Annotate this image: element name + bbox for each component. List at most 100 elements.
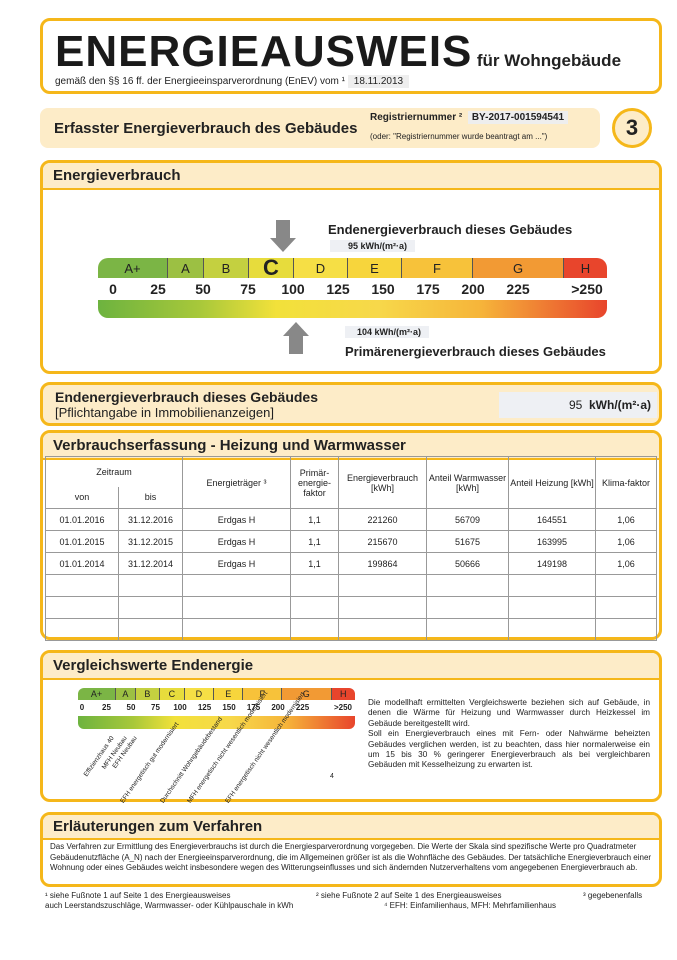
- comparison-scale-tick: 125: [197, 703, 212, 712]
- table-cell: [508, 574, 596, 597]
- table-cell: 215670: [338, 530, 427, 553]
- unit: kWh/(m²·a): [360, 241, 408, 251]
- header-box: ENERGIEAUSWEIS für Wohngebäude gemäß den…: [40, 18, 662, 94]
- table-row: [45, 574, 657, 597]
- table-cell: [290, 618, 339, 641]
- footnote-3: ³ gegebenenfalls: [583, 891, 643, 900]
- energy-class-bar: A+ A B C D E F G H: [98, 258, 607, 278]
- table-cell: 1,1: [290, 552, 339, 575]
- table-cell: 1,06: [595, 508, 657, 531]
- table-cell: 221260: [338, 508, 427, 531]
- table-cell: [426, 618, 509, 641]
- comparison-class-6: F: [243, 688, 283, 700]
- table-cell: [118, 596, 183, 619]
- table-cell: 1,06: [595, 530, 657, 553]
- scale-tick: 200: [461, 281, 485, 297]
- comparison-scale-tick: 75: [151, 703, 160, 712]
- energy-class-5: E: [348, 258, 402, 278]
- consumption-table: Zeitraum Energieträger ³ Primär-energie-…: [45, 456, 657, 641]
- scale-ticks: 0 25 50 75 100 125 150 175 200 225 >250: [0, 281, 677, 299]
- end-energy-box-subtitle: [Pflichtangabe in Immobilienanzeigen]: [55, 405, 274, 420]
- col-climate: Klima-faktor: [595, 456, 657, 509]
- energy-class-1: A: [168, 258, 204, 278]
- scale-tick: 0: [109, 281, 117, 297]
- document-title: ENERGIEAUSWEIS: [55, 27, 473, 76]
- unit: kWh/(m²·a): [374, 327, 422, 337]
- col-from: von: [45, 486, 119, 509]
- energy-class-6: F: [402, 258, 473, 278]
- table-cell: [290, 596, 339, 619]
- table-cell: [45, 574, 119, 597]
- comparison-scale-tick: 50: [126, 703, 136, 712]
- table-row: 01.01.2014 31.12.2014 Erdgas H 1,1 199864 506…: [45, 552, 657, 575]
- scale-tick: 100: [281, 281, 305, 297]
- table-cell: [338, 618, 427, 641]
- end-energy-value: 95: [348, 241, 359, 251]
- explanation-text: Das Verfahren zur Ermittlung des Energie…: [50, 842, 652, 872]
- table-cell: 51675: [426, 530, 509, 553]
- comparison-scale-tick: >250: [333, 703, 353, 712]
- end-energy-box-value: 95: [568, 398, 583, 412]
- table-cell: 1,1: [290, 530, 339, 553]
- comparison-text: Die modellhaft ermittelten Vergleichswer…: [368, 698, 650, 770]
- table-cell: [338, 574, 427, 597]
- section-heading: Energieverbrauch: [43, 163, 659, 190]
- table-cell: [595, 596, 657, 619]
- col-consumption: Energieverbrauch [kWh]: [338, 456, 427, 509]
- energy-class-4: D: [294, 258, 348, 278]
- table-cell: 31.12.2014: [118, 552, 183, 575]
- arrow-head-icon: [270, 238, 296, 252]
- energy-class-2: B: [204, 258, 249, 278]
- document-title-suffix: für Wohngebäude: [476, 51, 622, 70]
- table-cell: [595, 618, 657, 641]
- registration-note: (oder: "Registriernummer wurde beantragt…: [370, 132, 548, 141]
- scale-tick: 75: [240, 281, 256, 297]
- table-cell: Erdgas H: [182, 530, 291, 553]
- comparison-class-bar: A+ A B C D E F G H: [78, 688, 355, 700]
- table-cell: Erdgas H: [182, 508, 291, 531]
- comparison-scale-tick: 175: [246, 703, 261, 712]
- table-row: [45, 596, 657, 619]
- registration-label: Registriernummer ²: [370, 112, 463, 123]
- comparison-scale-tick: 100: [173, 703, 187, 712]
- table-row: [45, 618, 657, 641]
- table-cell: [426, 574, 509, 597]
- comparison-class-3: C: [160, 688, 185, 700]
- comparison-scale-tick: 225: [295, 703, 310, 712]
- comparison-class-7: G: [282, 688, 332, 700]
- comparison-heading: Vergleichswerte Endenergie: [43, 653, 659, 680]
- registration-bar: Erfasster Energieverbrauch des Gebäudes …: [40, 108, 600, 148]
- table-cell: 1,06: [595, 552, 657, 575]
- table-cell: 149198: [508, 552, 596, 575]
- table-cell: [45, 618, 119, 641]
- footnote-2: ² siehe Fußnote 2 auf Seite 1 des Energi…: [316, 891, 502, 900]
- col-carrier: Energieträger ³: [182, 456, 291, 509]
- comparison-class-5: E: [214, 688, 244, 700]
- col-period: Zeitraum: [45, 456, 183, 487]
- table-cell: 163995: [508, 530, 596, 553]
- scale-tick: 125: [326, 281, 350, 297]
- col-factor: Primär-energie-faktor: [290, 456, 339, 509]
- table-cell: 56709: [426, 508, 509, 531]
- table-cell: [595, 574, 657, 597]
- arrow-shaft-icon: [289, 336, 303, 354]
- unit: kWh/(m²·a): [589, 398, 651, 412]
- table-cell: 31.12.2015: [118, 530, 183, 553]
- explanation-section: Erläuterungen zum Verfahren Das Verfahre…: [40, 812, 662, 887]
- primary-energy-arrow-icon: [283, 322, 309, 336]
- table-cell: [182, 574, 291, 597]
- primary-energy-label: Primärenergieverbrauch dieses Gebäudes: [345, 344, 606, 359]
- energy-class-0: A+: [98, 258, 168, 278]
- table-cell: [508, 596, 596, 619]
- primary-energy-value: 104: [357, 327, 373, 337]
- col-to: bis: [118, 486, 183, 509]
- comparison-scale-tick: 200: [271, 703, 285, 712]
- table-cell: 50666: [426, 552, 509, 575]
- footnote-mark: 4: [330, 773, 334, 780]
- scale-tick: 50: [195, 281, 211, 297]
- table-cell: 164551: [508, 508, 596, 531]
- table-cell: 01.01.2014: [45, 552, 119, 575]
- comparison-class-1: A: [116, 688, 136, 700]
- page-number-badge: 3: [612, 108, 652, 148]
- table-cell: [45, 596, 119, 619]
